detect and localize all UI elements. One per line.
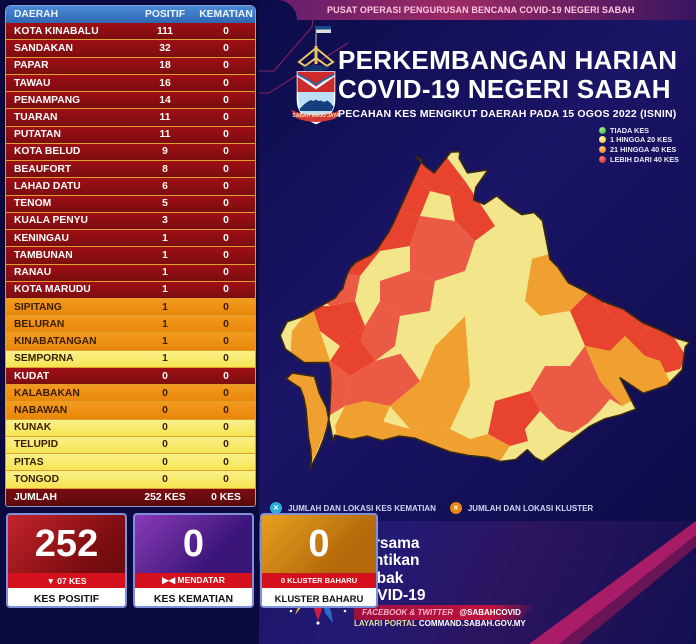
svg-text:SABAH MAJU JAYA: SABAH MAJU JAYA	[292, 113, 340, 119]
